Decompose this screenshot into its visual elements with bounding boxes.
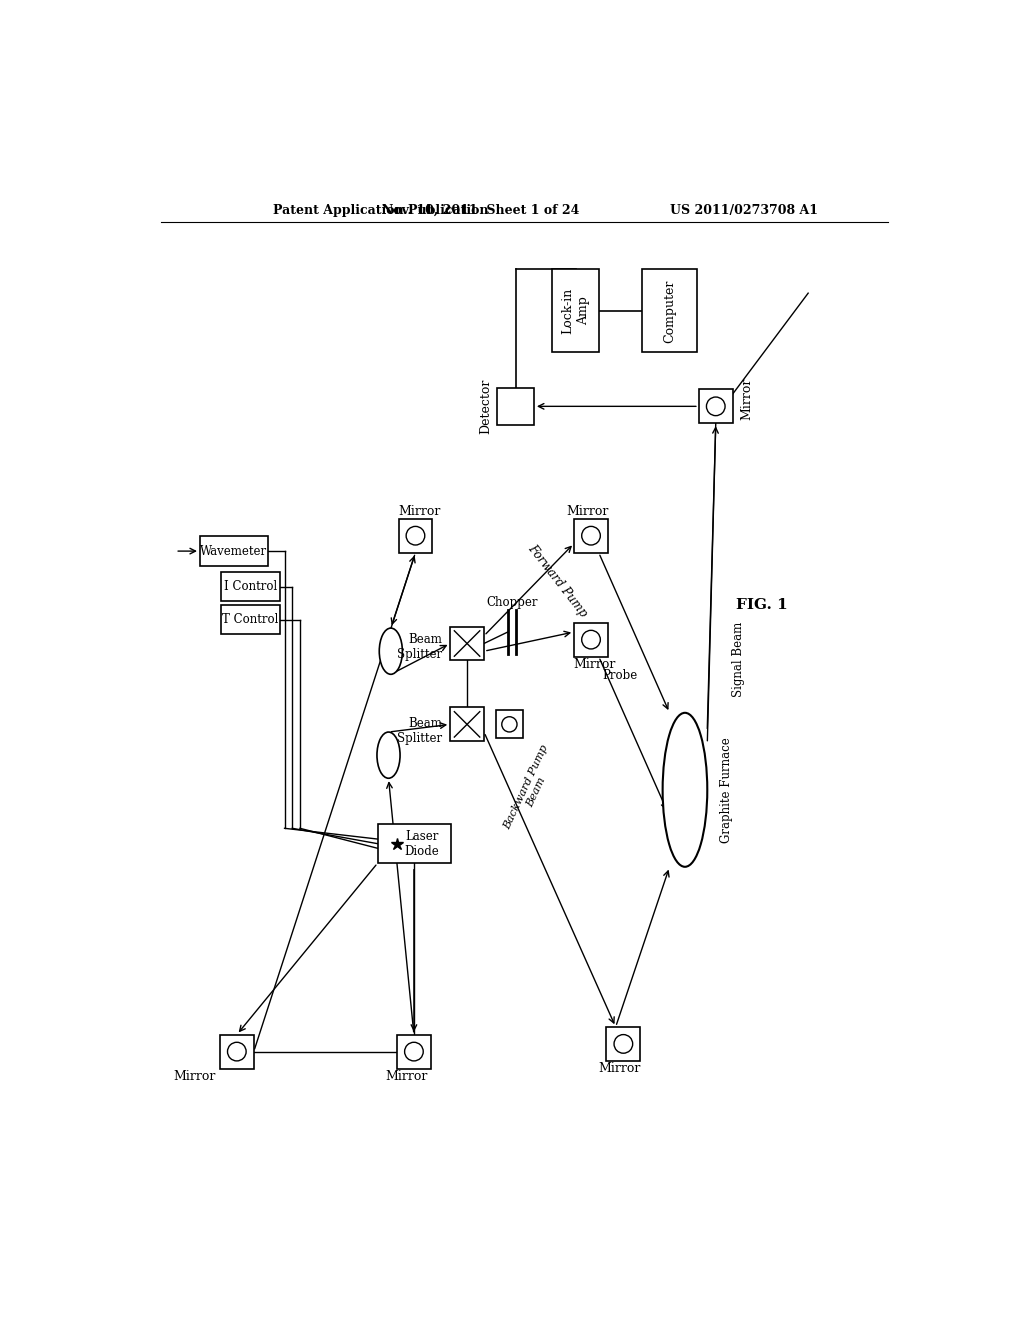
Bar xyxy=(221,605,280,635)
Bar xyxy=(451,708,484,742)
Text: T Control: T Control xyxy=(222,612,279,626)
Bar xyxy=(642,269,697,352)
Circle shape xyxy=(502,717,517,733)
Text: Patent Application Publication: Patent Application Publication xyxy=(273,205,488,218)
Bar xyxy=(606,1027,640,1061)
Circle shape xyxy=(614,1035,633,1053)
Bar xyxy=(698,389,733,424)
Bar xyxy=(397,1035,431,1069)
Text: Mirror: Mirror xyxy=(598,1063,641,1074)
Text: Laser
Diode: Laser Diode xyxy=(404,830,439,858)
Text: Nov. 10, 2011  Sheet 1 of 24: Nov. 10, 2011 Sheet 1 of 24 xyxy=(382,205,580,218)
Circle shape xyxy=(707,397,725,416)
Text: Beam
Splitter: Beam Splitter xyxy=(397,717,442,744)
Bar xyxy=(221,572,280,601)
Bar xyxy=(451,627,484,660)
Bar xyxy=(552,269,599,352)
Text: Mirror: Mirror xyxy=(566,504,608,517)
Text: Mirror: Mirror xyxy=(398,504,440,517)
Bar xyxy=(497,388,535,425)
Text: Chopper: Chopper xyxy=(486,597,538,610)
Text: US 2011/0273708 A1: US 2011/0273708 A1 xyxy=(670,205,817,218)
Bar xyxy=(398,519,432,553)
Text: Wavemeter: Wavemeter xyxy=(200,545,267,557)
Bar xyxy=(220,1035,254,1069)
Text: Mirror: Mirror xyxy=(740,378,754,420)
Text: Mirror: Mirror xyxy=(573,657,616,671)
Text: Backward Pump
Beam: Backward Pump Beam xyxy=(502,743,560,836)
Text: Probe: Probe xyxy=(602,669,638,682)
Circle shape xyxy=(582,527,600,545)
Text: Detector: Detector xyxy=(479,379,493,434)
Ellipse shape xyxy=(663,713,708,867)
Circle shape xyxy=(582,631,600,649)
Bar xyxy=(574,623,608,656)
Text: Mirror: Mirror xyxy=(385,1069,427,1082)
Bar xyxy=(378,825,451,863)
Text: Computer: Computer xyxy=(664,279,676,343)
Text: Beam
Splitter: Beam Splitter xyxy=(397,634,442,661)
Text: Mirror: Mirror xyxy=(173,1069,215,1082)
Ellipse shape xyxy=(377,733,400,779)
Bar xyxy=(574,519,608,553)
Circle shape xyxy=(407,527,425,545)
Ellipse shape xyxy=(379,628,402,675)
Text: Lock-in
Amp: Lock-in Amp xyxy=(561,288,590,334)
Text: Forward Pump: Forward Pump xyxy=(525,541,590,619)
Bar xyxy=(200,536,267,566)
Bar xyxy=(496,710,523,738)
Circle shape xyxy=(227,1043,246,1061)
Text: FIG. 1: FIG. 1 xyxy=(736,598,787,612)
Text: Signal Beam: Signal Beam xyxy=(732,622,745,697)
Text: Graphite Furnace: Graphite Furnace xyxy=(720,737,732,842)
Circle shape xyxy=(404,1043,423,1061)
Text: I Control: I Control xyxy=(224,579,278,593)
